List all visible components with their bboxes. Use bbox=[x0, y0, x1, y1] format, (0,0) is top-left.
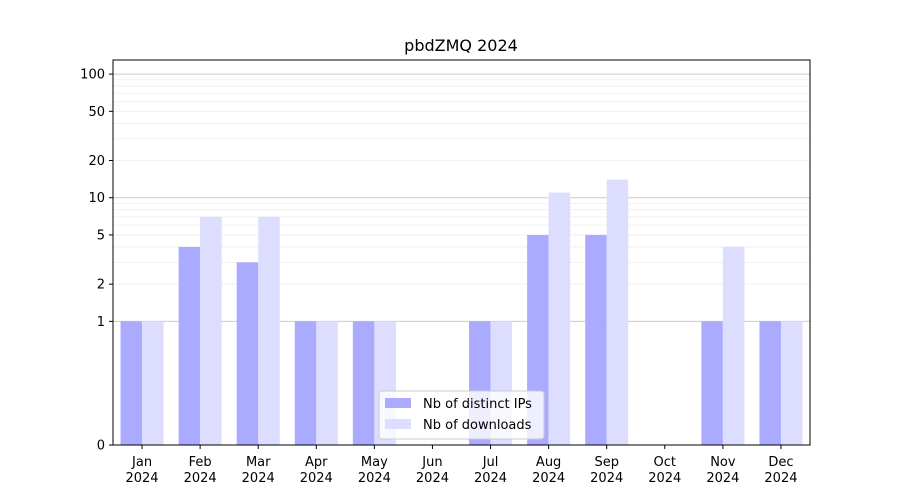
bar-downloads bbox=[780, 321, 803, 445]
bar-downloads bbox=[722, 246, 745, 445]
x-tick-label: Jan bbox=[131, 455, 152, 470]
x-tick-label-year: 2024 bbox=[474, 471, 507, 486]
y-tick-label: 10 bbox=[88, 191, 105, 206]
bar-downloads bbox=[142, 321, 164, 445]
x-tick-label-year: 2024 bbox=[532, 471, 565, 486]
legend: Nb of distinct IPs Nb of downloads bbox=[378, 390, 545, 440]
x-tick-label: Aug bbox=[536, 455, 561, 470]
x-tick-label: Sep bbox=[594, 455, 619, 470]
grid-layer bbox=[113, 73, 810, 322]
legend-label-downloads: Nb of downloads bbox=[423, 418, 532, 433]
y-tick-label: 5 bbox=[97, 228, 105, 243]
bar-downloads bbox=[548, 192, 571, 445]
x-tick-label: May bbox=[361, 455, 388, 470]
plot-frame bbox=[112, 59, 811, 446]
x-tick-label: Dec bbox=[768, 455, 793, 470]
x-tick-label-year: 2024 bbox=[416, 471, 449, 486]
x-tick-label-year: 2024 bbox=[125, 471, 158, 486]
x-tick-label-year: 2024 bbox=[242, 471, 275, 486]
bar-downloads bbox=[316, 321, 338, 445]
bar-downloads bbox=[200, 216, 222, 445]
y-tick-label: 20 bbox=[88, 154, 105, 169]
x-tick-label: Nov bbox=[710, 455, 736, 470]
x-tick-label: Jul bbox=[482, 455, 499, 470]
bar-distinct-ips bbox=[120, 321, 143, 445]
y-tick-label: 2 bbox=[97, 278, 105, 293]
x-tick-label: Feb bbox=[189, 455, 212, 470]
bar-downloads bbox=[258, 216, 280, 445]
x-tick-label: Oct bbox=[654, 455, 676, 470]
bar-distinct-ips bbox=[178, 246, 201, 445]
x-tick-label: Apr bbox=[305, 455, 328, 470]
x-tick-label: Mar bbox=[246, 455, 271, 470]
bar-distinct-ips bbox=[585, 234, 607, 445]
legend-swatch-distinct-ips bbox=[385, 398, 411, 408]
x-tick-label-year: 2024 bbox=[764, 471, 797, 486]
bar-distinct-ips bbox=[352, 321, 375, 445]
x-tick-label-year: 2024 bbox=[358, 471, 391, 486]
x-tick-label-year: 2024 bbox=[590, 471, 623, 486]
x-tick-label-year: 2024 bbox=[648, 471, 681, 486]
y-tick-label: 100 bbox=[80, 68, 105, 83]
legend-swatch-downloads bbox=[385, 419, 411, 429]
x-tick-label-year: 2024 bbox=[300, 471, 333, 486]
legend-box bbox=[378, 390, 545, 440]
x-tick-label: Jun bbox=[421, 455, 442, 470]
bar-distinct-ips bbox=[236, 262, 259, 445]
chart-title: pbdZMQ 2024 bbox=[404, 36, 518, 55]
x-tick-label-year: 2024 bbox=[184, 471, 217, 486]
bar-downloads bbox=[606, 179, 629, 446]
bar-distinct-ips bbox=[759, 321, 781, 445]
axes-layer: 0125102050100Jan2024Feb2024Mar2024Apr202… bbox=[80, 59, 811, 486]
bar-distinct-ips bbox=[294, 321, 317, 445]
y-tick-label: 50 bbox=[88, 105, 105, 120]
y-tick-label: 1 bbox=[97, 315, 105, 330]
bar-distinct-ips bbox=[701, 321, 723, 445]
y-tick-label: 0 bbox=[97, 439, 105, 454]
x-tick-label-year: 2024 bbox=[706, 471, 739, 486]
legend-label-distinct-ips: Nb of distinct IPs bbox=[423, 397, 532, 412]
